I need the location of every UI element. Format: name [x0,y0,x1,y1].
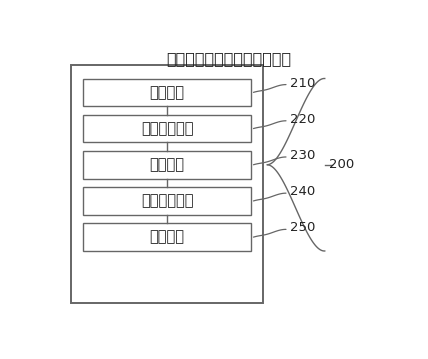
Text: 第二计算模块: 第二计算模块 [141,194,193,209]
Bar [83,151,251,178]
Bar [71,65,263,303]
Text: 240: 240 [290,185,315,198]
Text: 第一计算模块: 第一计算模块 [141,121,193,136]
Bar [83,187,251,215]
Text: 200: 200 [329,158,354,171]
Text: 230: 230 [290,149,315,162]
Text: 250: 250 [290,222,315,234]
Text: 220: 220 [290,113,315,126]
Bar [83,115,251,143]
Bar [83,79,251,106]
Bar [83,223,251,251]
Text: 确定模块: 确定模块 [149,230,184,244]
Text: 210: 210 [290,76,315,90]
Text: 弱电压暂态稳定节点分析装置: 弱电压暂态稳定节点分析装置 [166,51,291,66]
Text: 建立模块: 建立模块 [149,85,184,100]
Text: 排序模块: 排序模块 [149,157,184,172]
